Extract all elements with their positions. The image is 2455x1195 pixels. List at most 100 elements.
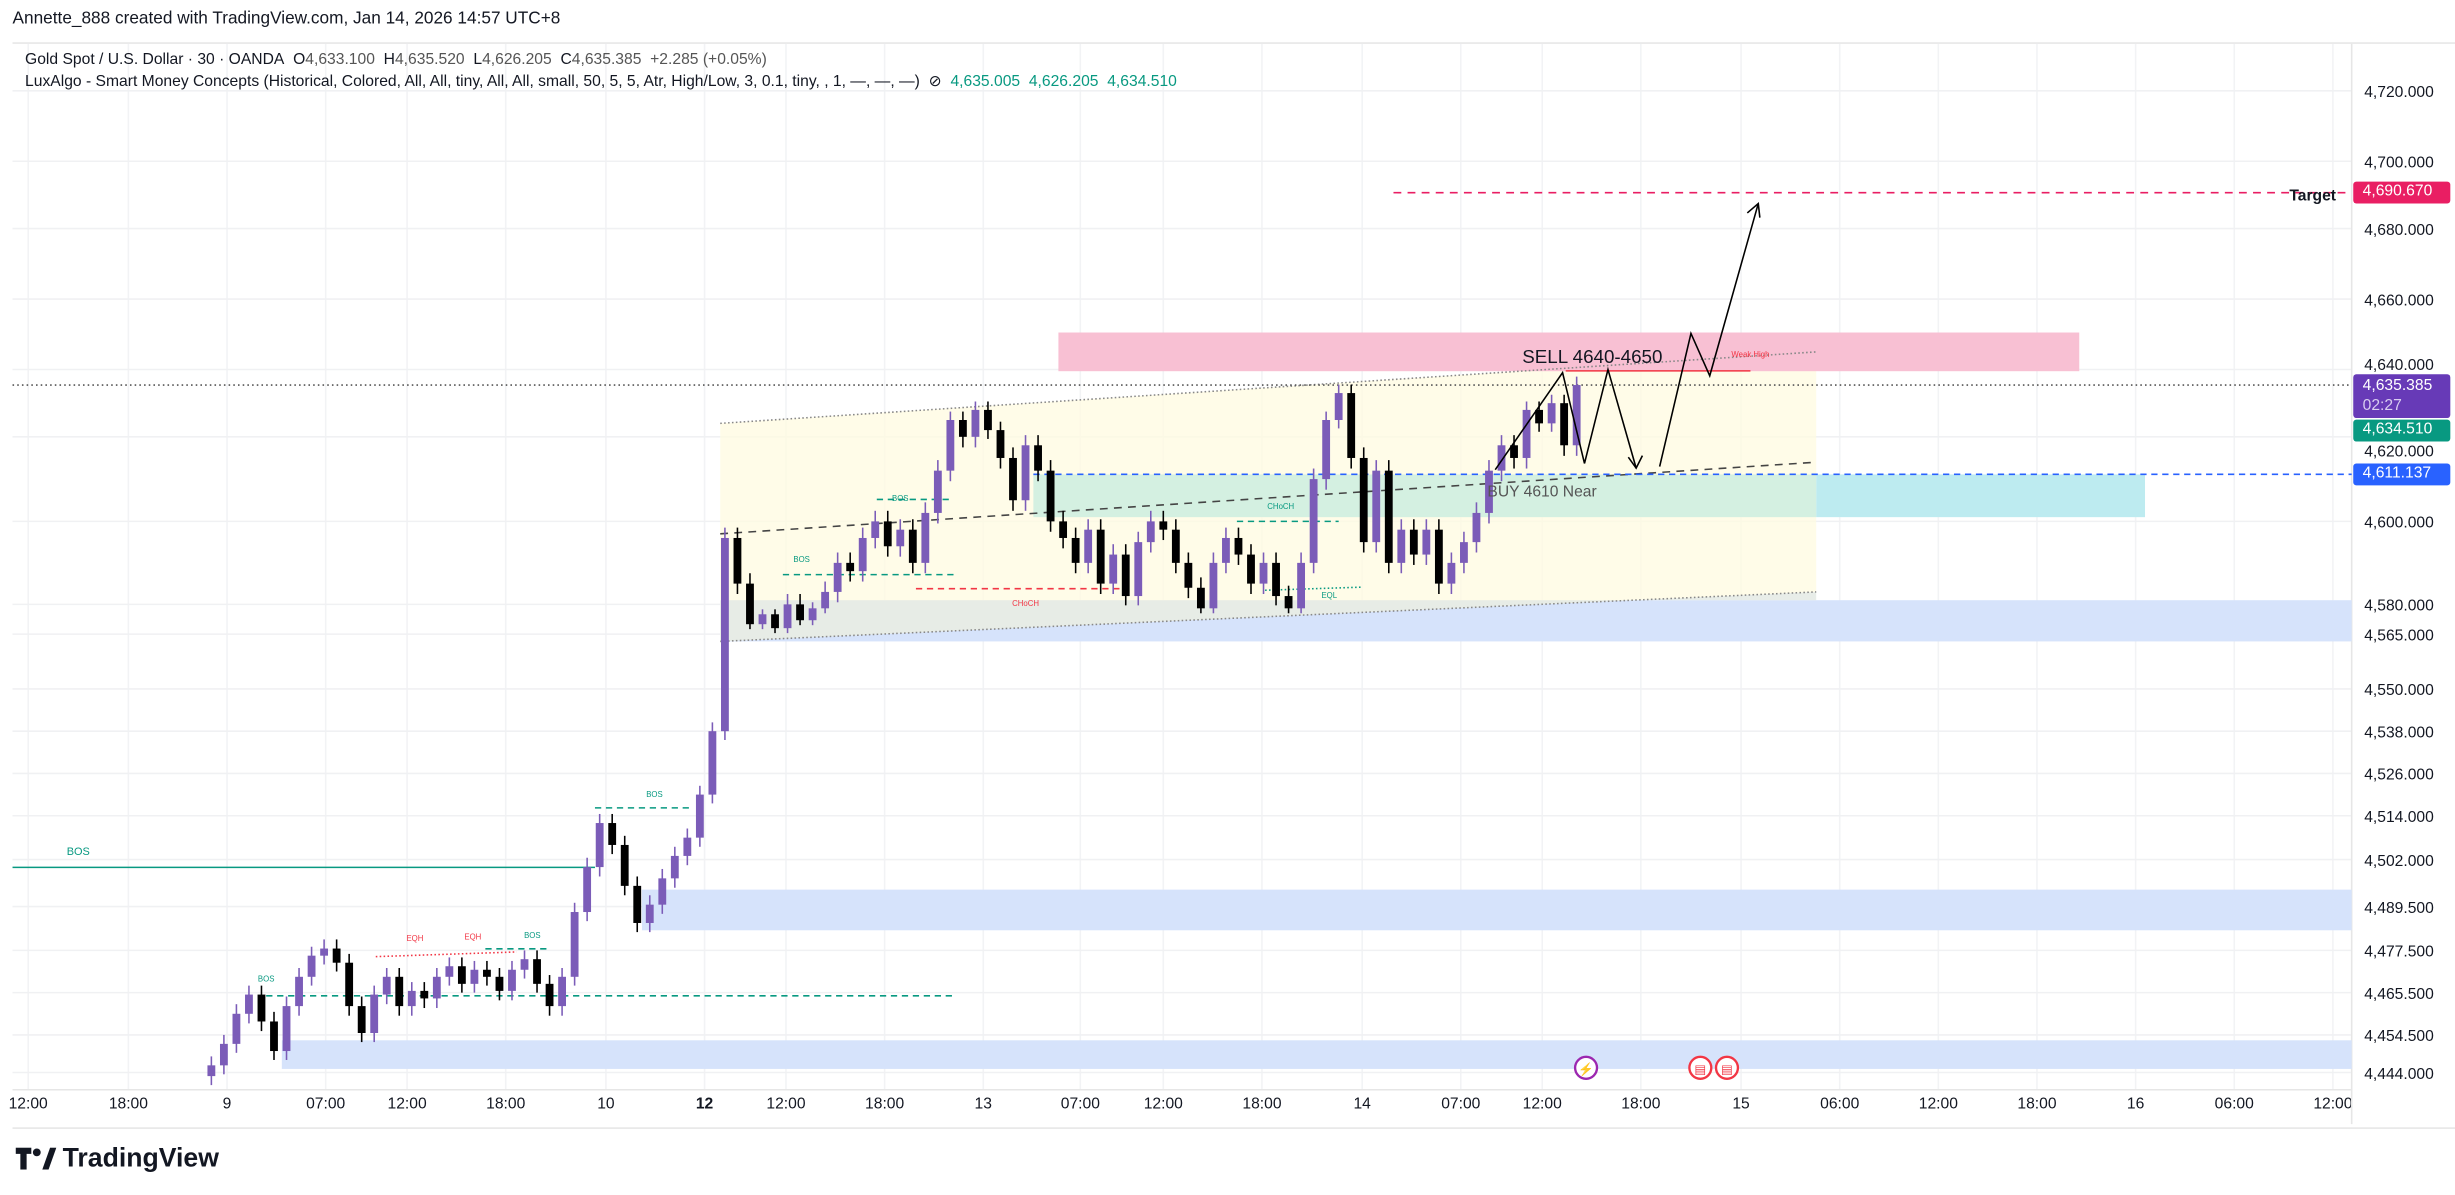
candle[interactable] (1322, 411, 1331, 490)
candle[interactable] (545, 975, 554, 1016)
candle[interactable] (896, 519, 905, 557)
us-flag-icon[interactable]: ▤ (1714, 1055, 1740, 1080)
candle[interactable] (1309, 468, 1318, 574)
candle[interactable] (683, 828, 692, 866)
candle[interactable] (933, 460, 942, 524)
candle[interactable] (1009, 447, 1017, 511)
candle[interactable] (1497, 435, 1506, 482)
candle[interactable] (1547, 394, 1556, 432)
candle[interactable] (883, 510, 892, 557)
hidden-eye-slash-icon[interactable]: ⊘ (928, 73, 942, 91)
candle[interactable] (1046, 460, 1055, 532)
candle[interactable] (658, 868, 667, 914)
candle[interactable] (1196, 577, 1205, 614)
candle[interactable] (921, 502, 930, 574)
candle[interactable] (219, 1034, 228, 1075)
candle[interactable] (1146, 510, 1155, 553)
candle[interactable] (608, 813, 617, 855)
candle[interactable] (1084, 519, 1093, 574)
candle[interactable] (783, 593, 792, 634)
candle[interactable] (908, 519, 917, 574)
candle[interactable] (721, 527, 729, 740)
candle[interactable] (445, 957, 454, 986)
candle[interactable] (1297, 552, 1306, 614)
candle[interactable] (1485, 460, 1493, 524)
candle[interactable] (733, 527, 742, 594)
us-flag-icon[interactable]: ▤ (1688, 1055, 1713, 1080)
candle[interactable] (846, 552, 855, 582)
candle[interactable] (1034, 435, 1042, 482)
candle[interactable] (670, 846, 679, 888)
candle[interactable] (1434, 519, 1443, 594)
candle[interactable] (257, 985, 266, 1032)
candle[interactable] (457, 957, 466, 993)
candle[interactable] (1184, 552, 1193, 599)
candle[interactable] (307, 946, 316, 986)
candle[interactable] (1096, 519, 1105, 594)
candle[interactable] (470, 960, 479, 993)
candle[interactable] (821, 581, 830, 614)
symbol-name[interactable]: Gold Spot / U.S. Dollar · 30 · OANDA (25, 51, 285, 69)
candle[interactable] (858, 527, 867, 582)
candle[interactable] (771, 609, 779, 634)
indicator-name[interactable]: LuxAlgo - Smart Money Concepts (Historic… (25, 73, 920, 91)
candle[interactable] (984, 401, 992, 439)
candle[interactable] (407, 982, 416, 1016)
candle[interactable] (1347, 384, 1356, 469)
candle[interactable] (382, 967, 391, 1005)
candle[interactable] (833, 552, 842, 603)
candle[interactable] (432, 967, 441, 1009)
candle[interactable] (871, 510, 880, 549)
candle[interactable] (708, 722, 717, 804)
candle[interactable] (558, 967, 567, 1016)
candle[interactable] (370, 985, 379, 1043)
candle[interactable] (1447, 552, 1456, 594)
candle[interactable] (746, 573, 754, 630)
candle[interactable] (1171, 519, 1180, 574)
candle[interactable] (1109, 544, 1118, 594)
candle[interactable] (1460, 531, 1468, 574)
candle[interactable] (1209, 552, 1218, 614)
candle[interactable] (971, 401, 980, 448)
candle[interactable] (357, 996, 366, 1043)
candle[interactable] (946, 411, 955, 482)
candle[interactable] (232, 1004, 241, 1053)
candle[interactable] (320, 939, 329, 965)
candle[interactable] (245, 985, 253, 1024)
candle[interactable] (1522, 401, 1531, 469)
economic-event-icon[interactable]: ⚡ (1573, 1055, 1599, 1080)
candle[interactable] (345, 953, 354, 1016)
candle[interactable] (583, 857, 592, 922)
candle[interactable] (808, 602, 817, 626)
candle[interactable] (645, 895, 654, 933)
candle[interactable] (1134, 531, 1143, 606)
candle[interactable] (270, 1011, 278, 1060)
candle[interactable] (1384, 460, 1393, 574)
candle[interactable] (508, 960, 516, 1001)
candle[interactable] (1222, 527, 1230, 574)
candle[interactable] (1510, 435, 1518, 469)
candle[interactable] (758, 609, 767, 630)
candle[interactable] (533, 950, 541, 993)
candle[interactable] (1372, 460, 1381, 553)
candle[interactable] (1422, 519, 1431, 565)
candle[interactable] (958, 411, 967, 448)
candle[interactable] (420, 982, 429, 1009)
candle[interactable] (1247, 544, 1255, 594)
candle[interactable] (1572, 376, 1581, 456)
candle[interactable] (1397, 519, 1406, 574)
candle[interactable] (395, 967, 404, 1016)
candle[interactable] (332, 939, 341, 972)
candle[interactable] (520, 950, 529, 979)
candle[interactable] (633, 876, 642, 933)
candle[interactable] (1359, 447, 1368, 553)
candle[interactable] (1409, 519, 1418, 565)
candle[interactable] (1121, 544, 1130, 606)
candle[interactable] (1159, 510, 1168, 541)
candle[interactable] (1472, 502, 1481, 553)
tradingview-logo[interactable]: TradingView (15, 1143, 219, 1174)
candle[interactable] (207, 1056, 216, 1086)
candle[interactable] (1272, 552, 1280, 606)
candle[interactable] (996, 421, 1005, 469)
